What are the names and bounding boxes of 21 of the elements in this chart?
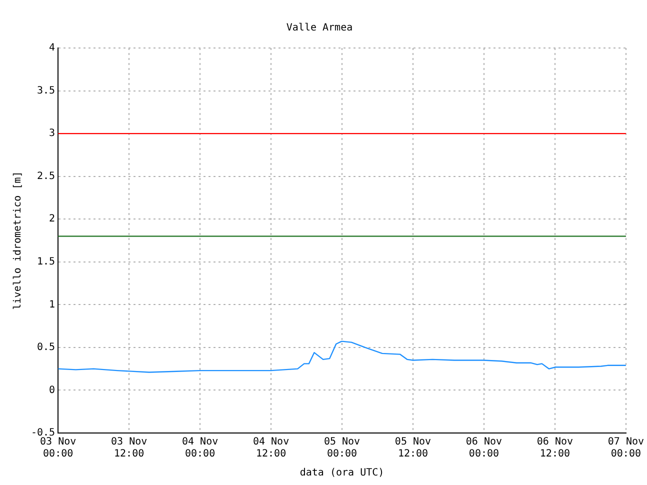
x-tick-label: 06 Nov 00:00 — [466, 436, 502, 460]
x-tick-label: 03 Nov 12:00 — [111, 436, 148, 460]
y-tick-label: 1 — [49, 299, 56, 310]
y-tick-label: 2 — [49, 214, 56, 225]
y-tick-label: 2.5 — [37, 170, 56, 182]
y-axis-title: livello idrometrico [m] — [12, 171, 24, 310]
y-tick-label: 3 — [49, 128, 56, 140]
y-tick-label: 0.5 — [37, 342, 56, 354]
y-tick-label: 3.5 — [37, 85, 56, 96]
x-tick-label: 03 Nov 00:00 — [40, 436, 76, 460]
chart-title: Valle Armea — [286, 22, 353, 34]
y-tick-label: 1.5 — [37, 256, 56, 268]
x-tick-label: 07 Nov 00:00 — [608, 436, 644, 460]
x-tick-label: 06 Nov 12:00 — [536, 436, 574, 460]
x-tick-label: 05 Nov 12:00 — [394, 436, 432, 460]
y-tick-label: 0 — [49, 384, 56, 396]
x-tick-label: 04 Nov 12:00 — [252, 436, 290, 460]
x-axis-title: data (ora UTC) — [300, 468, 384, 479]
x-tick-label: 05 Nov 00:00 — [324, 436, 360, 460]
y-tick-label: 4 — [49, 42, 56, 54]
x-tick-label: 04 Nov 00:00 — [182, 436, 218, 460]
